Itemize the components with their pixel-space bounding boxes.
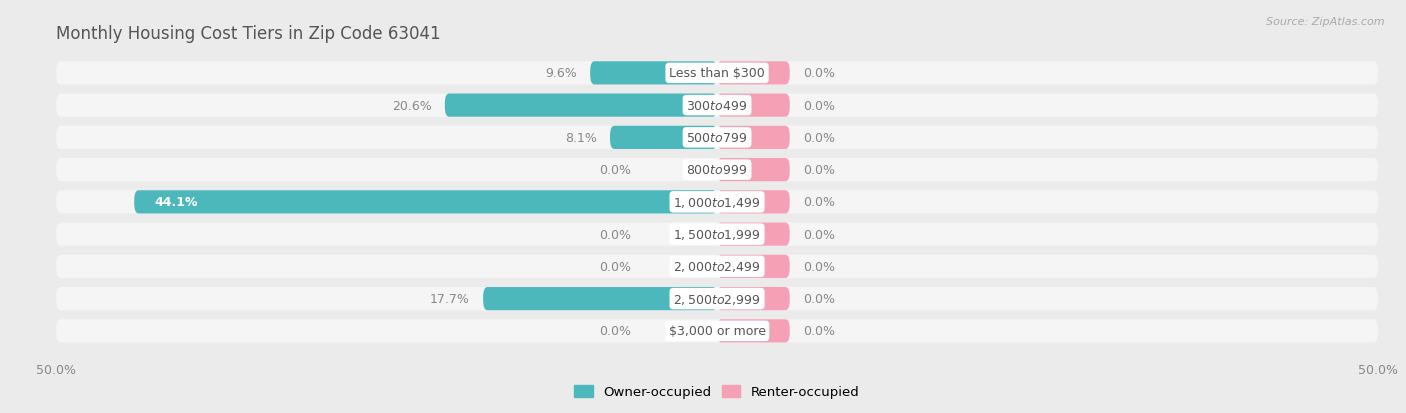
Text: 20.6%: 20.6% [392, 100, 432, 112]
Text: 0.0%: 0.0% [803, 196, 835, 209]
Text: 0.0%: 0.0% [599, 164, 631, 177]
FancyBboxPatch shape [717, 255, 790, 278]
Text: $800 to $999: $800 to $999 [686, 164, 748, 177]
FancyBboxPatch shape [717, 223, 790, 246]
FancyBboxPatch shape [56, 62, 1378, 85]
FancyBboxPatch shape [56, 159, 1378, 182]
FancyBboxPatch shape [56, 287, 1378, 311]
Text: Monthly Housing Cost Tiers in Zip Code 63041: Monthly Housing Cost Tiers in Zip Code 6… [56, 24, 441, 43]
Text: 9.6%: 9.6% [546, 67, 576, 80]
Text: Less than $300: Less than $300 [669, 67, 765, 80]
FancyBboxPatch shape [56, 126, 1378, 150]
Text: 44.1%: 44.1% [155, 196, 197, 209]
Text: 0.0%: 0.0% [803, 228, 835, 241]
FancyBboxPatch shape [56, 320, 1378, 343]
Text: 8.1%: 8.1% [565, 132, 596, 145]
FancyBboxPatch shape [717, 62, 790, 85]
FancyBboxPatch shape [56, 255, 1378, 278]
FancyBboxPatch shape [717, 320, 790, 343]
Text: 0.0%: 0.0% [599, 228, 631, 241]
Text: $1,000 to $1,499: $1,000 to $1,499 [673, 195, 761, 209]
Text: $300 to $499: $300 to $499 [686, 100, 748, 112]
FancyBboxPatch shape [717, 94, 790, 117]
FancyBboxPatch shape [56, 223, 1378, 246]
FancyBboxPatch shape [717, 159, 790, 182]
Text: $1,500 to $1,999: $1,500 to $1,999 [673, 228, 761, 242]
FancyBboxPatch shape [484, 287, 717, 311]
Text: 0.0%: 0.0% [599, 325, 631, 337]
Text: 0.0%: 0.0% [803, 260, 835, 273]
Text: $500 to $799: $500 to $799 [686, 132, 748, 145]
Text: 0.0%: 0.0% [803, 67, 835, 80]
FancyBboxPatch shape [56, 94, 1378, 117]
FancyBboxPatch shape [717, 287, 790, 311]
Text: $2,500 to $2,999: $2,500 to $2,999 [673, 292, 761, 306]
Text: 0.0%: 0.0% [803, 292, 835, 305]
FancyBboxPatch shape [444, 94, 717, 117]
Text: 17.7%: 17.7% [430, 292, 470, 305]
Text: 0.0%: 0.0% [803, 164, 835, 177]
FancyBboxPatch shape [134, 191, 717, 214]
FancyBboxPatch shape [717, 126, 790, 150]
FancyBboxPatch shape [717, 191, 790, 214]
Text: 0.0%: 0.0% [599, 260, 631, 273]
Text: 0.0%: 0.0% [803, 325, 835, 337]
Text: 0.0%: 0.0% [803, 132, 835, 145]
FancyBboxPatch shape [610, 126, 717, 150]
Text: Source: ZipAtlas.com: Source: ZipAtlas.com [1267, 17, 1385, 26]
Text: $2,000 to $2,499: $2,000 to $2,499 [673, 260, 761, 274]
Text: $3,000 or more: $3,000 or more [669, 325, 765, 337]
FancyBboxPatch shape [591, 62, 717, 85]
Text: 0.0%: 0.0% [803, 100, 835, 112]
Legend: Owner-occupied, Renter-occupied: Owner-occupied, Renter-occupied [569, 380, 865, 404]
FancyBboxPatch shape [56, 191, 1378, 214]
